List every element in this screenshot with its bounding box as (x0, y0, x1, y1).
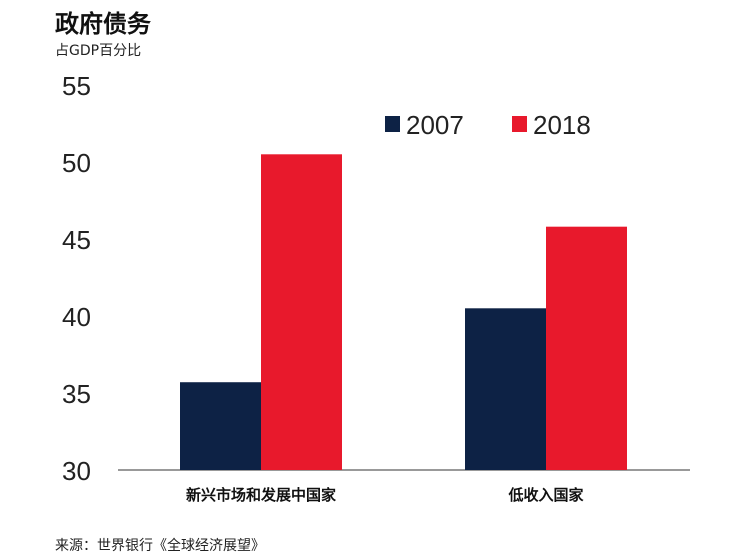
y-tick-label: 55 (62, 71, 91, 101)
legend-swatch-2007 (385, 116, 400, 132)
y-tick-label: 40 (62, 302, 91, 332)
bar-2018-1 (546, 226, 627, 470)
chart-subtitle: 占GDP百分比 (55, 43, 142, 59)
x-tick-label: 低收入国家 (507, 486, 583, 504)
chart-source: 来源：世界银行《全球经济展望》 (55, 538, 265, 554)
x-tick-label: 新兴市场和发展中国家 (186, 486, 336, 504)
legend-swatch-2018 (512, 116, 527, 132)
legend-label-2018: 2018 (533, 110, 591, 140)
y-tick-label: 35 (62, 379, 91, 409)
y-tick-label: 50 (62, 148, 91, 178)
legend-label-2007: 2007 (406, 110, 464, 140)
bar-2007-0 (180, 382, 261, 470)
bar-2007-1 (465, 308, 546, 470)
bar-2018-0 (261, 154, 342, 471)
chart-title: 政府债务 (55, 10, 151, 38)
y-tick-label: 45 (62, 225, 91, 255)
y-tick-label: 30 (62, 456, 91, 486)
